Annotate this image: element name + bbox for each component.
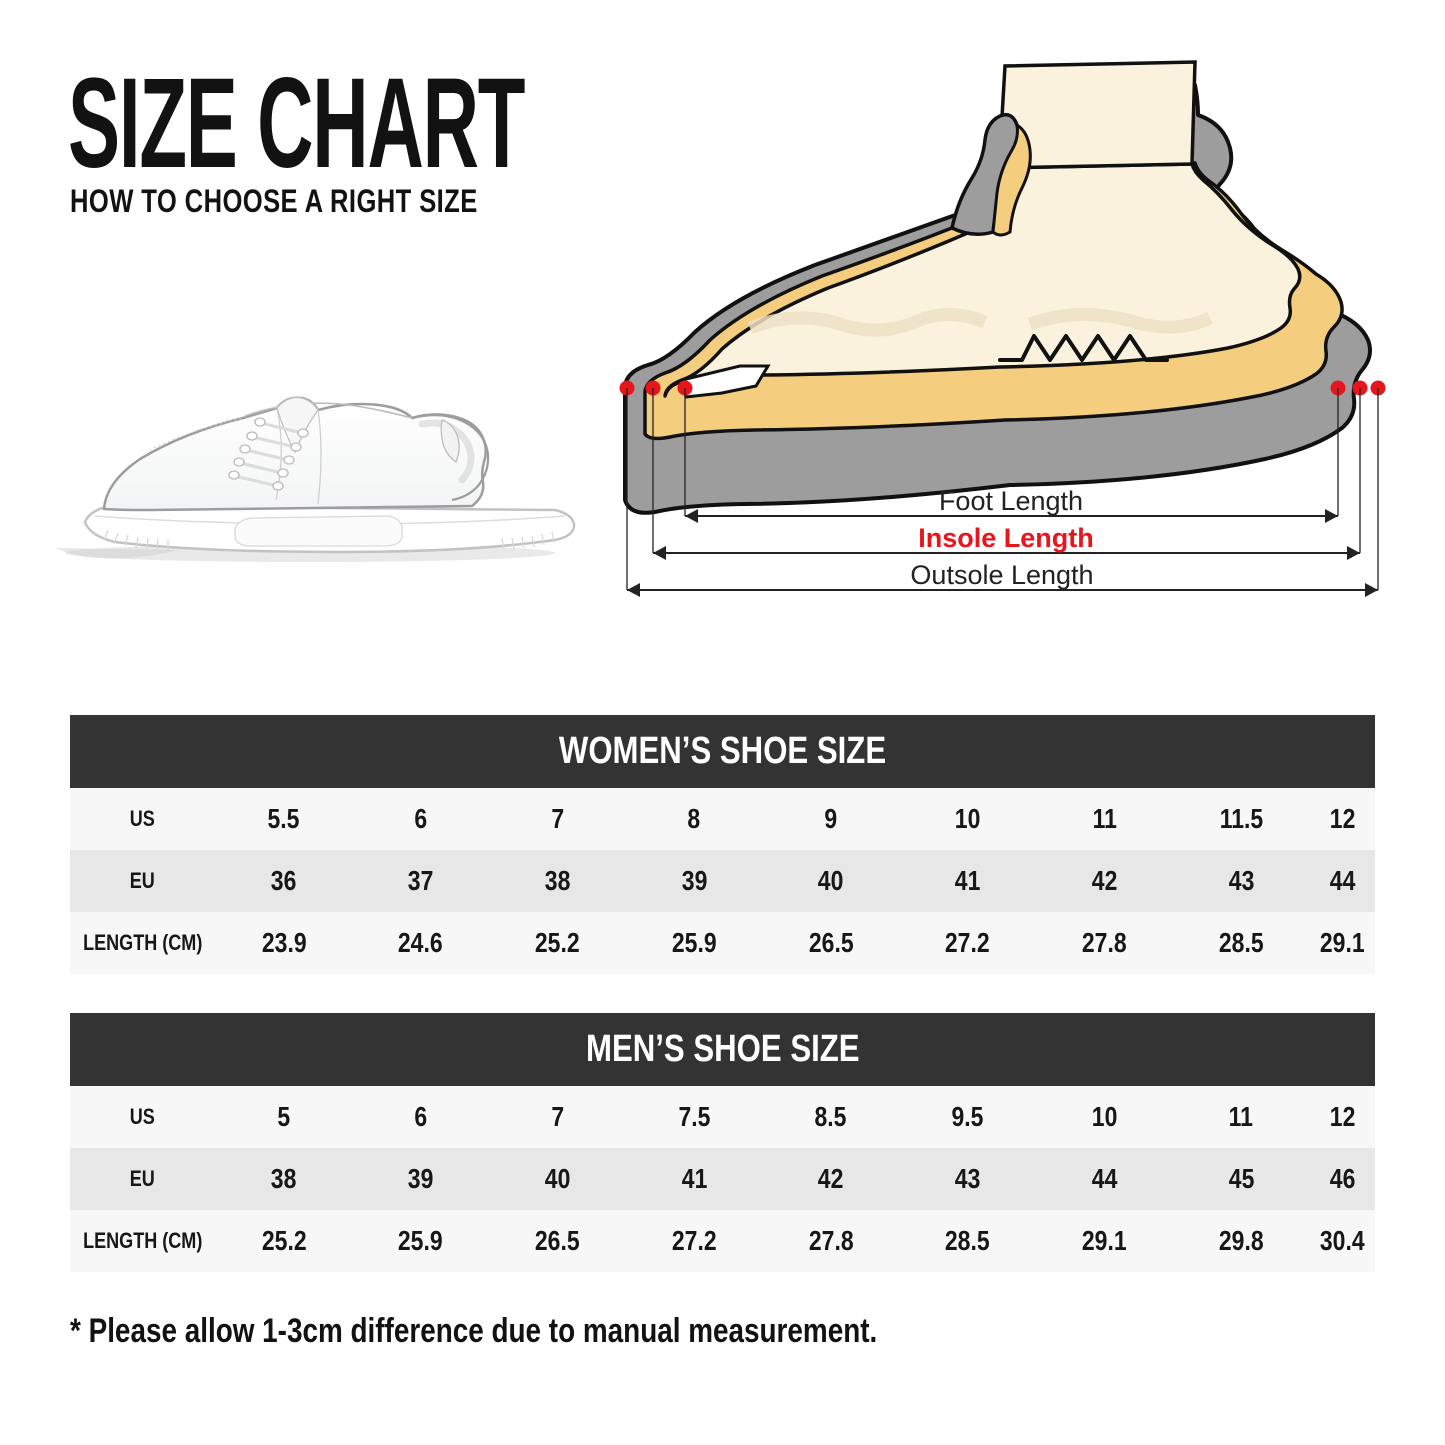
svg-text:Outsole Length: Outsole Length — [910, 560, 1093, 590]
svg-text:Insole Length: Insole Length — [918, 523, 1094, 553]
svg-text:Foot Length: Foot Length — [939, 486, 1083, 516]
